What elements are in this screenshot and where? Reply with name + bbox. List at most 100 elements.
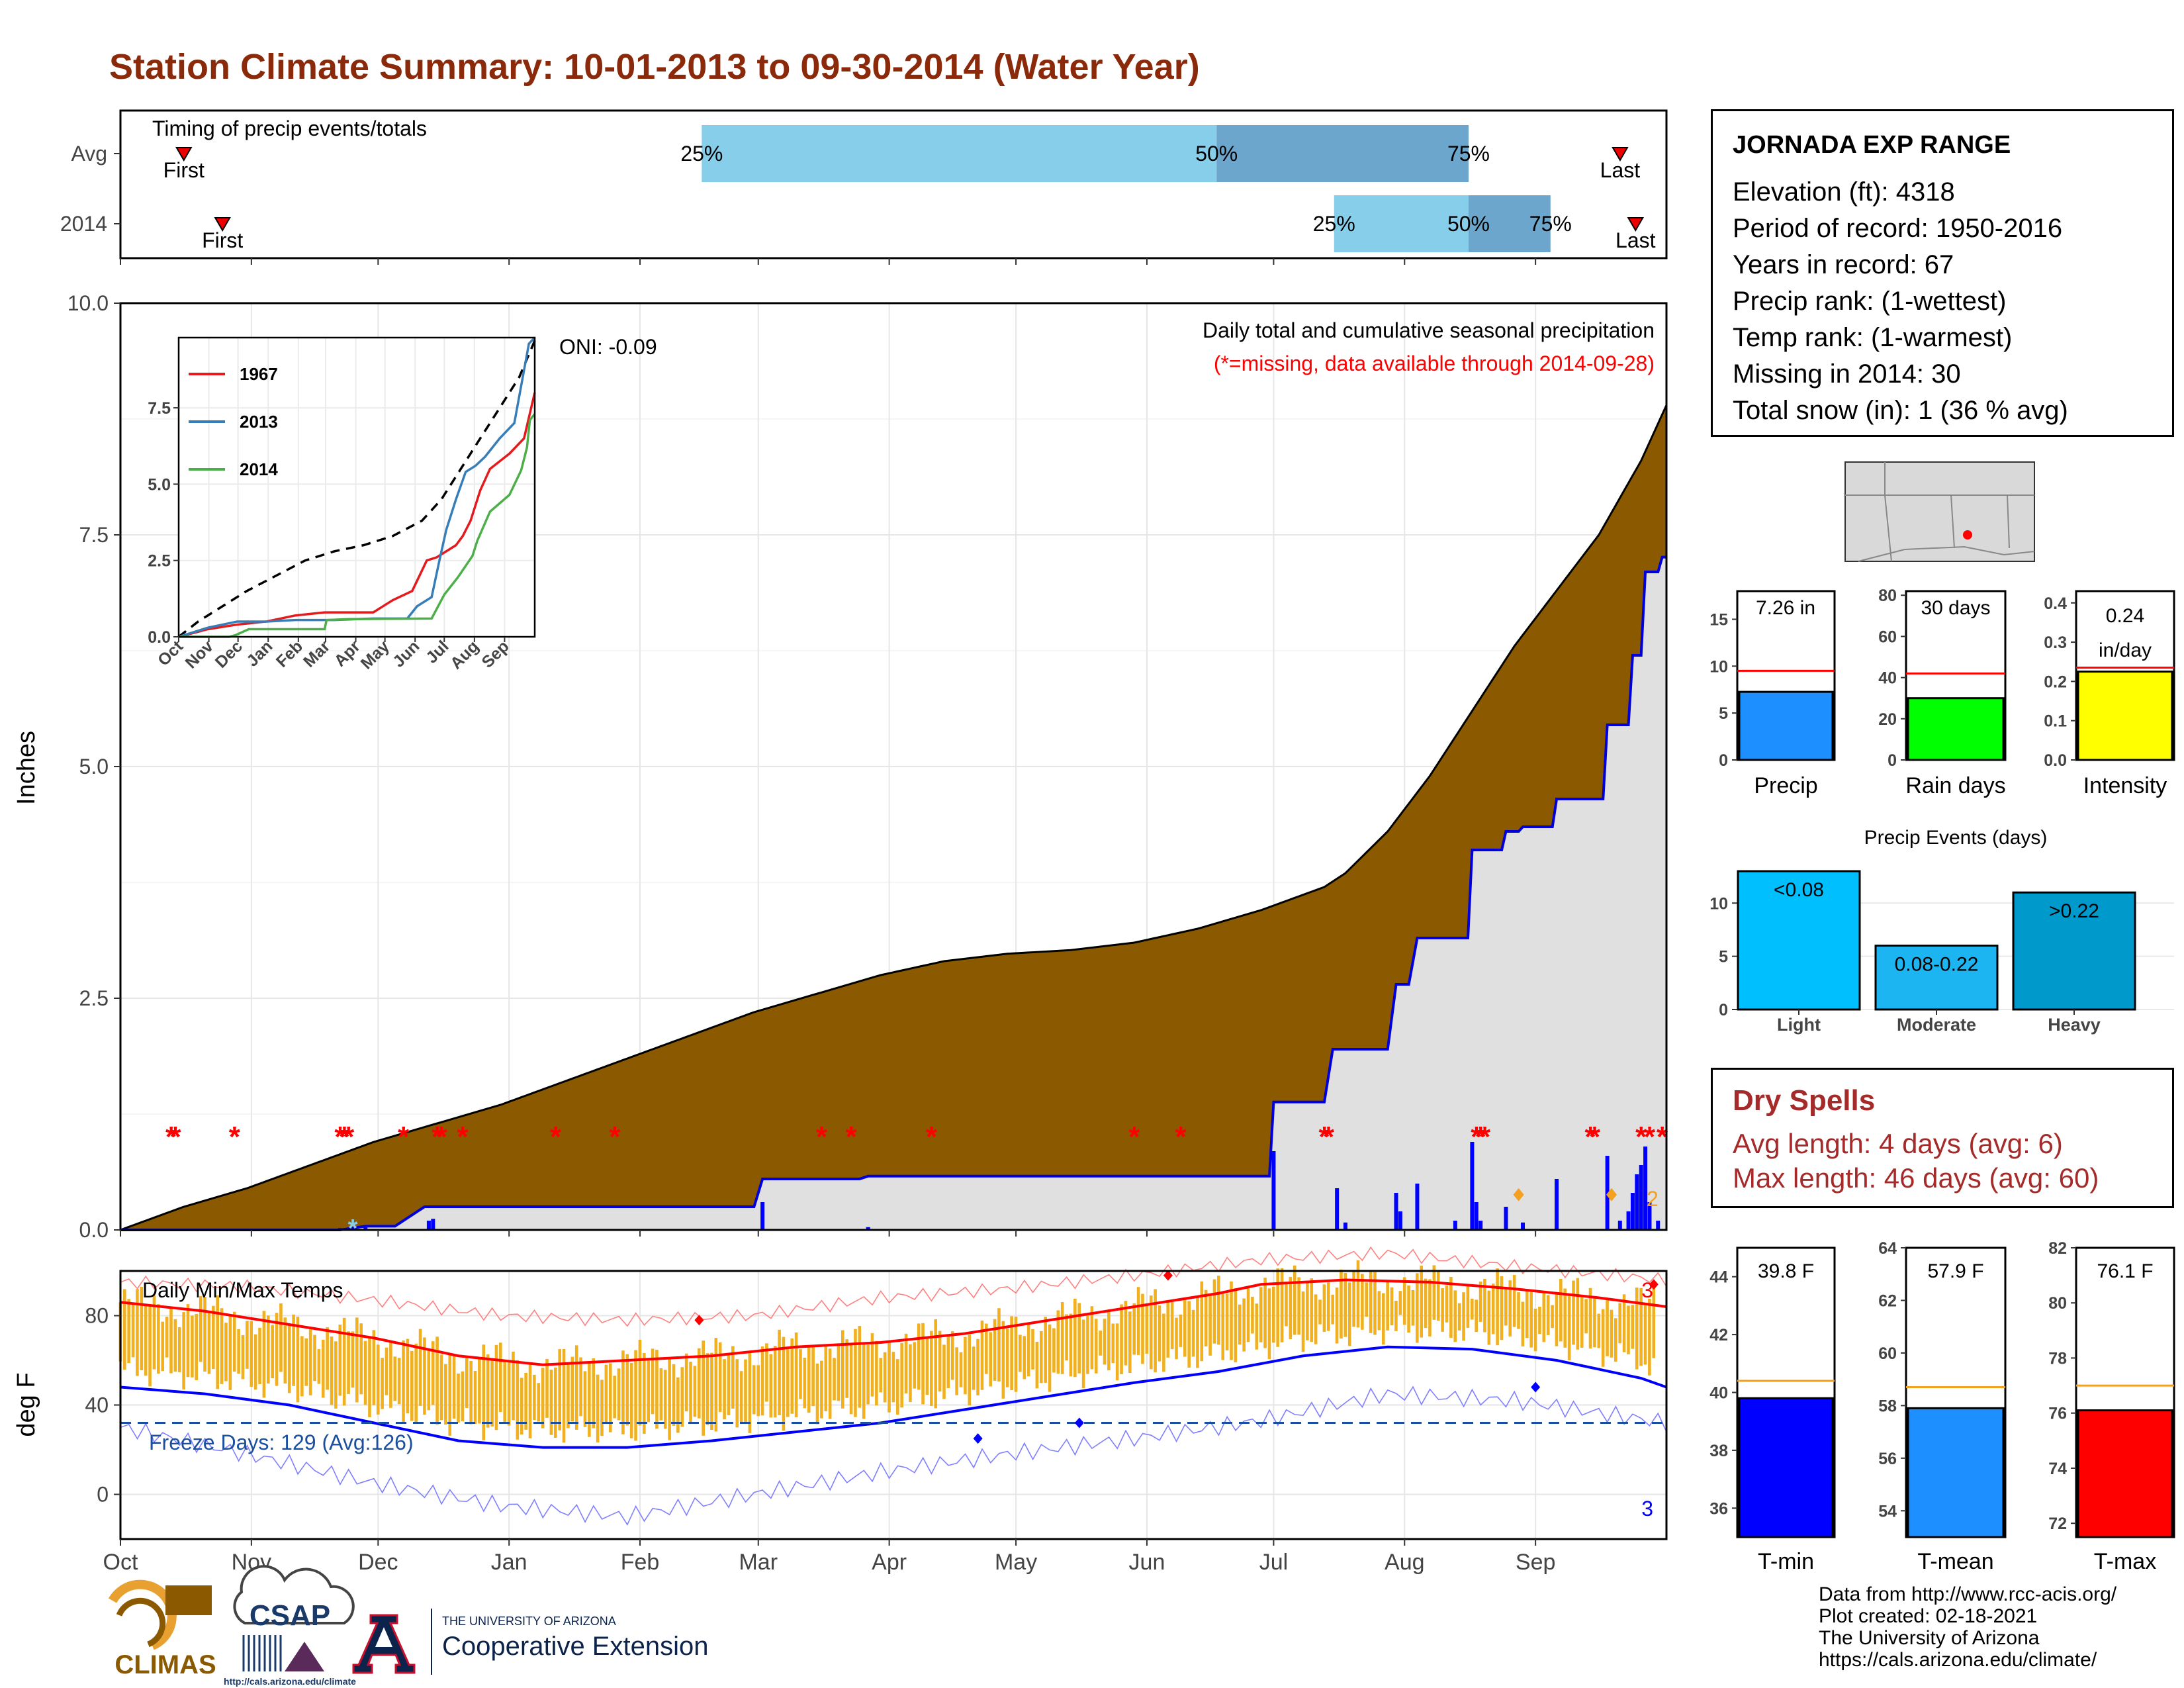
t-max-bar	[2077, 1409, 2173, 1538]
missing-day-marker: *	[846, 1121, 858, 1153]
daily-temp-bar	[1508, 1280, 1512, 1336]
t-mean-y-tick-label: 54	[1878, 1502, 1897, 1521]
daily-temp-bar	[1491, 1284, 1495, 1335]
daily-temp-bar	[1420, 1265, 1424, 1338]
daily-temp-bar	[262, 1311, 266, 1398]
daily-temp-bar	[1077, 1303, 1081, 1374]
daily-temp-bar	[1618, 1303, 1621, 1344]
timing-50-label: 50%	[1447, 212, 1490, 236]
daily-temp-bar	[173, 1319, 177, 1372]
daily-precip-bar	[1626, 1211, 1631, 1230]
daily-precip-bar	[1474, 1202, 1479, 1230]
timing-25-label: 25%	[1313, 212, 1355, 236]
t-min-value: 39.8 F	[1758, 1260, 1814, 1282]
timing-bar-50-75	[1216, 125, 1469, 182]
daily-temp-bar	[862, 1342, 866, 1419]
daily-temp-bar	[224, 1323, 228, 1382]
daily-temp-bar	[1343, 1272, 1347, 1337]
temps-count-bottom: 3	[1641, 1497, 1653, 1521]
daily-temp-bar	[904, 1333, 908, 1393]
daily-temp-bar	[131, 1303, 135, 1358]
avg-min-line	[120, 1345, 1667, 1449]
daily-temp-bar	[1416, 1273, 1419, 1343]
daily-temp-bar	[359, 1323, 363, 1395]
daily-temp-bar	[739, 1371, 743, 1422]
daily-temp-bar	[1272, 1286, 1275, 1343]
daily-temp-bar	[1251, 1296, 1254, 1334]
daily-temp-bar	[406, 1338, 410, 1413]
t-max-y-tick-label: 72	[2048, 1515, 2067, 1533]
csap-url-text: http://cals.arizona.edu/climate	[224, 1676, 356, 1687]
precip-y-tick-label: 2.5	[79, 986, 109, 1010]
daily-precip-bar	[426, 1221, 431, 1230]
precip-indicator-y-tick-label: 0	[1719, 751, 1728, 770]
timing-first-label: First	[163, 158, 205, 182]
daily-temp-bar	[410, 1350, 414, 1421]
t-mean-label: T-mean	[1917, 1549, 1993, 1574]
daily-temp-bar	[1449, 1277, 1453, 1338]
missing-day-marker: *	[1635, 1121, 1647, 1153]
daily-temp-bar	[698, 1348, 701, 1419]
missing-day-marker: *	[1175, 1121, 1187, 1153]
events-x-label: Moderate	[1897, 1015, 1976, 1035]
daily-temp-bar	[596, 1374, 600, 1443]
daily-temp-bar	[203, 1297, 206, 1372]
credit-university: The University of Arizona	[1819, 1627, 2040, 1649]
daily-temp-bar	[1352, 1270, 1355, 1327]
daily-temp-bar	[723, 1359, 726, 1420]
daily-temp-bar	[1031, 1329, 1034, 1370]
daily-temp-bar	[1090, 1306, 1094, 1370]
daily-temp-bar	[1019, 1335, 1022, 1372]
daily-precip-bar	[363, 1226, 368, 1230]
daily-temp-bar	[794, 1332, 798, 1418]
timing-75-label: 75%	[1447, 142, 1490, 165]
daily-temp-bar	[199, 1296, 203, 1362]
station-missing: Missing in 2014: 30	[1733, 359, 1961, 389]
daily-temp-bar	[854, 1329, 857, 1417]
daily-temp-bar	[1462, 1292, 1465, 1341]
daily-temp-bar	[465, 1356, 469, 1409]
daily-temp-bar	[1289, 1276, 1293, 1340]
raindays-indicator-y-tick-label: 0	[1888, 751, 1897, 770]
events-y-tick-label: 10	[1709, 894, 1728, 913]
daily-precip-bar	[1605, 1156, 1610, 1230]
daily-temp-bar	[300, 1336, 304, 1397]
daily-temp-bar	[1039, 1331, 1043, 1383]
daily-precip-bar	[1470, 1142, 1475, 1230]
month-axis-label: Apr	[872, 1550, 907, 1575]
inset-series-2014	[179, 413, 536, 638]
daily-temp-bar	[427, 1350, 431, 1411]
daily-temp-bar	[883, 1352, 887, 1403]
daily-temp-bar	[376, 1344, 380, 1415]
daily-temp-bar	[1361, 1274, 1364, 1330]
events-bar-moderate	[1874, 945, 1999, 1011]
daily-temp-bar	[1132, 1303, 1136, 1355]
daily-temp-bar	[499, 1342, 502, 1413]
t-mean-y-tick-label: 64	[1878, 1239, 1897, 1258]
missing-day-marker: *	[398, 1121, 410, 1153]
daily-temp-bar	[1652, 1288, 1656, 1358]
precip-y-tick-label: 5.0	[79, 755, 109, 778]
timing-75-label: 75%	[1529, 212, 1572, 236]
daily-temp-bar	[1635, 1288, 1639, 1370]
daily-temp-bar	[363, 1340, 367, 1405]
daily-temp-bar	[1551, 1305, 1554, 1329]
daily-temp-bar	[216, 1295, 219, 1389]
precip-panel-title: Daily total and cumulative seasonal prec…	[1203, 318, 1655, 342]
daily-temp-bar	[283, 1317, 287, 1384]
daily-temp-bar	[372, 1330, 376, 1405]
avg-cumulative-line	[120, 404, 1668, 1231]
daily-temp-bar	[1390, 1287, 1394, 1326]
daily-temp-bar	[1056, 1310, 1060, 1374]
daily-temp-bar	[702, 1340, 705, 1436]
daily-temp-bar	[533, 1374, 536, 1421]
daily-temp-bar	[1546, 1295, 1550, 1335]
daily-temp-bar	[1331, 1294, 1334, 1325]
daily-precip-bar	[1617, 1221, 1622, 1230]
timing-title: Timing of precip events/totals	[152, 117, 427, 140]
daily-temp-bar	[1179, 1314, 1183, 1347]
daily-temp-bar	[296, 1317, 300, 1403]
daily-temp-bar	[887, 1341, 891, 1413]
daily-temp-bar	[815, 1363, 819, 1425]
climas-logo-text: CLIMAS	[114, 1650, 216, 1679]
